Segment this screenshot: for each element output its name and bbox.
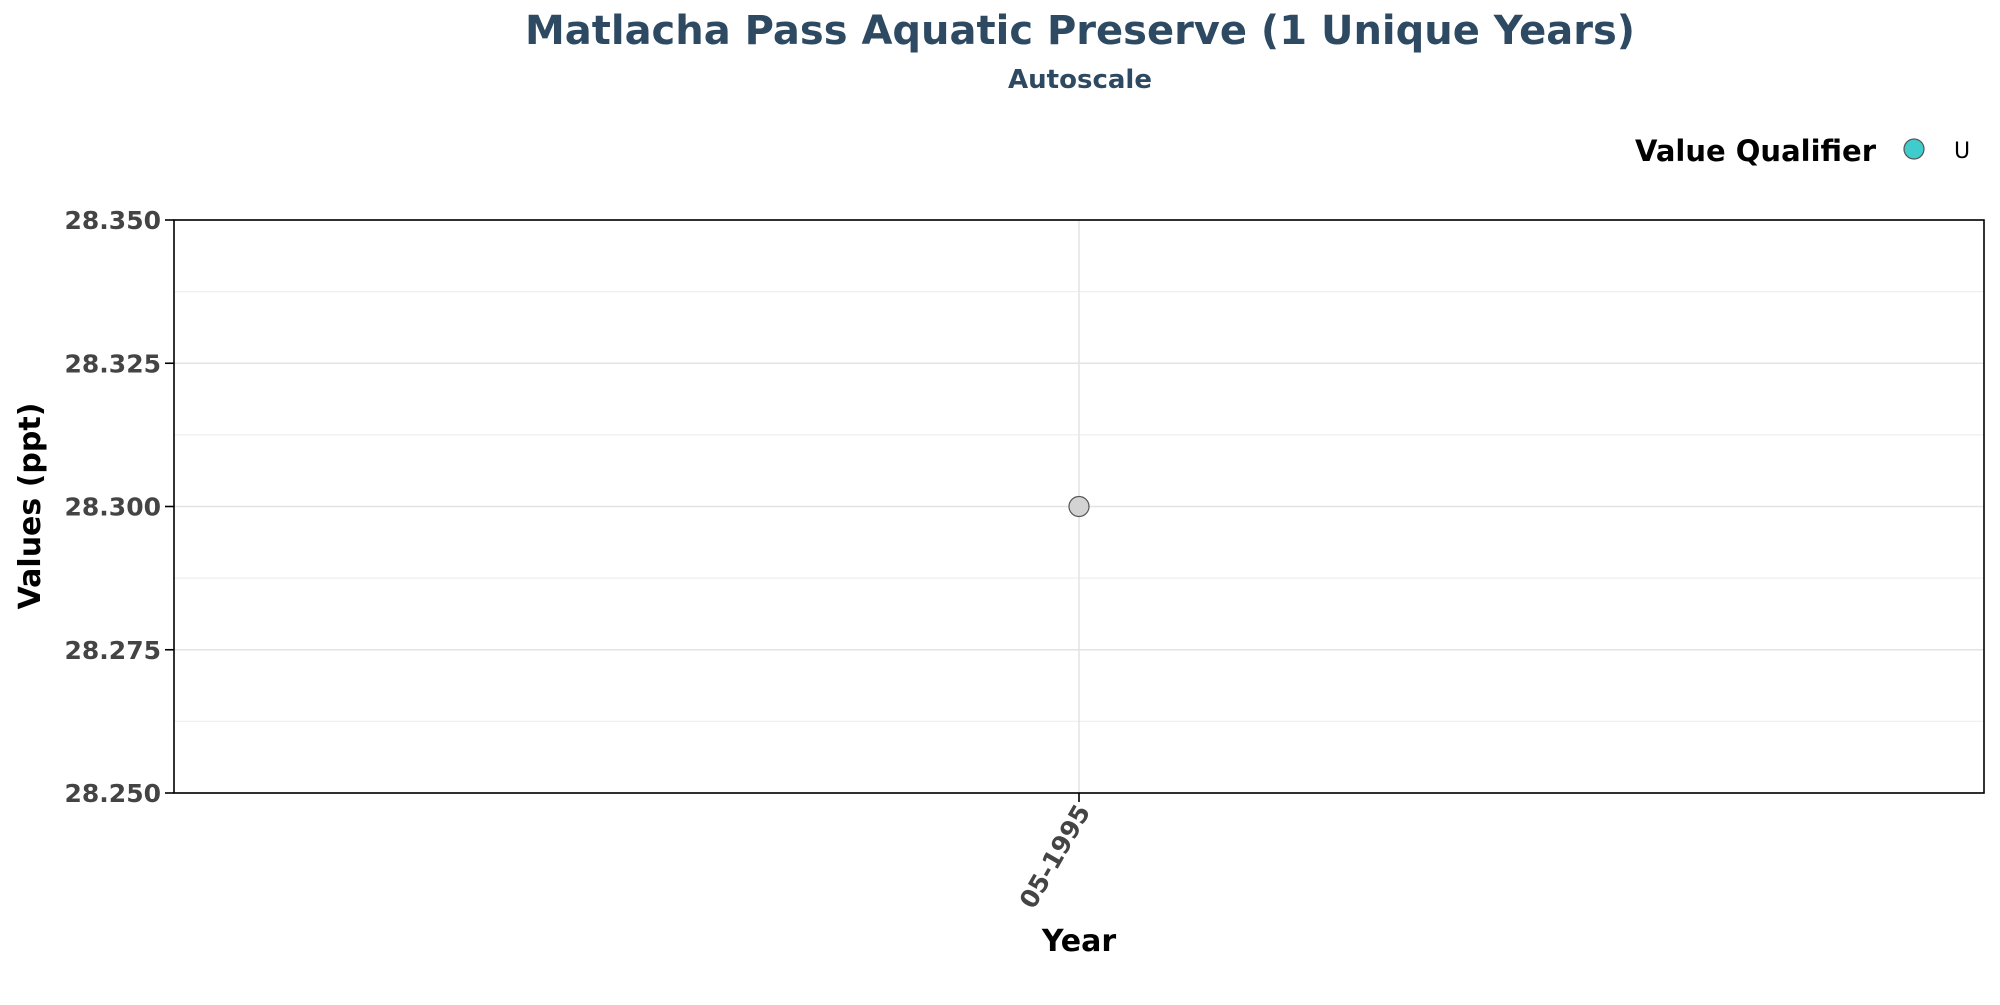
legend-label-u: U	[1954, 139, 1970, 164]
legend-title: Value Qualifier	[1635, 134, 1877, 168]
y-tick-label: 28.250	[65, 779, 161, 808]
chart-title: Matlacha Pass Aquatic Preserve (1 Unique…	[525, 8, 1635, 54]
y-axis-title: Values (ppt)	[13, 403, 48, 610]
legend: Value Qualifier U	[1635, 134, 1970, 168]
x-axis-title: Year	[1041, 924, 1117, 959]
data-points	[1068, 495, 1090, 518]
y-tick-label: 28.275	[65, 636, 161, 665]
y-tick-label: 28.300	[65, 493, 161, 522]
chart-subtitle: Autoscale	[1008, 65, 1152, 95]
legend-marker-u	[1903, 138, 1925, 160]
y-tick-label: 28.350	[65, 206, 161, 235]
axis-ticks: 28.250 28.275 28.300 28.325 28.350 05-1995	[65, 206, 1097, 913]
data-point	[1068, 495, 1090, 518]
x-tick-label: 05-1995	[1014, 800, 1096, 914]
y-tick-label: 28.325	[65, 349, 161, 378]
